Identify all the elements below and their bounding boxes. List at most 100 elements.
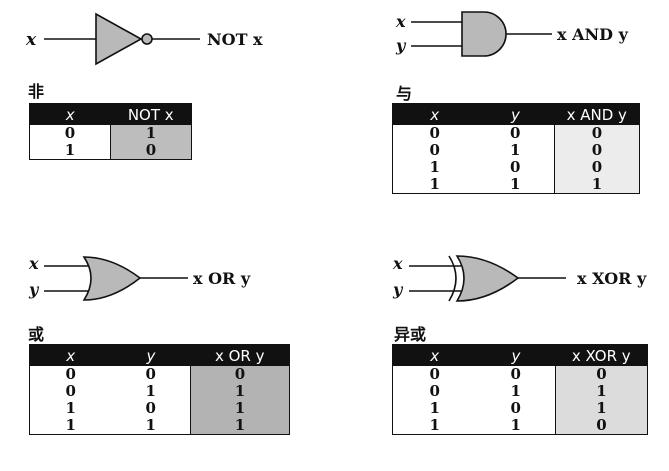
table-cell: 1 <box>65 399 76 417</box>
output-cell: 0 <box>555 417 648 435</box>
or-truth-table: x y x OR y 0 0 0 0 1 1 1 0 1 1 <box>29 344 290 435</box>
or-gate-symbol <box>82 256 142 301</box>
or-output-label: x OR y <box>193 269 251 288</box>
not-caption: 非 <box>28 82 45 101</box>
table-header-row: x y x OR y <box>29 344 290 366</box>
table-cell: 0 <box>510 365 521 383</box>
table-cell: 1 <box>429 416 440 434</box>
and-truth-table: x y x AND y 0 0 0 0 1 0 1 0 0 1 <box>392 103 640 194</box>
and-output-label: x AND y <box>557 25 629 44</box>
output-cell: 0 <box>554 142 640 159</box>
or-gate-panel: x y x OR y 或 x y x OR y 0 0 0 0 1 1 <box>0 240 330 471</box>
header-cell: y <box>476 344 556 366</box>
table-cell: 0 <box>429 365 440 383</box>
header-cell: y <box>111 344 191 366</box>
or-caption: 或 <box>28 325 45 344</box>
table-row: 0 1 1 <box>30 383 290 400</box>
table-cell: 1 <box>145 416 156 434</box>
xor-output-label: x XOR y <box>577 269 647 288</box>
or-input-y-label: y <box>28 280 40 299</box>
table-row: 1 0 1 <box>30 400 290 417</box>
not-output-label: NOT x <box>207 30 263 49</box>
table-cell: 1 <box>510 175 521 193</box>
not-gate-diagram: x NOT x <box>25 12 263 66</box>
not-gate-symbol <box>95 12 143 66</box>
header-cell: y <box>476 103 555 125</box>
and-caption: 与 <box>396 84 413 103</box>
xor-gate-panel: x y x XOR y 异或 x y x XOR y 0 0 0 0 1 <box>0 240 669 471</box>
table-row: 0 0 0 <box>30 366 290 383</box>
table-cell: 0 <box>145 365 156 383</box>
table-row: 0 1 1 <box>393 383 648 400</box>
xor-extra-curve <box>448 255 457 302</box>
xor-input-x-label: x <box>392 254 403 273</box>
table-header-row: x y x XOR y <box>392 344 648 366</box>
table-row: 0 0 0 <box>393 366 648 383</box>
output-cell: 1 <box>190 400 290 417</box>
table-cell: 0 <box>429 141 440 159</box>
table-cell: 0 <box>429 124 440 142</box>
header-cell: x <box>29 344 112 366</box>
table-cell: 0 <box>510 399 521 417</box>
table-cell: 1 <box>510 382 521 400</box>
not-input-label: x <box>25 30 37 50</box>
not-truth-table: x NOT x 0 1 1 0 <box>29 103 192 160</box>
table-cell: 0 <box>65 382 76 400</box>
output-cell: 1 <box>190 417 290 435</box>
table-row: 0 1 <box>30 125 192 142</box>
and-gate-diagram: x y x AND y <box>395 11 629 57</box>
output-cell: 1 <box>110 125 192 142</box>
output-cell: 1 <box>554 176 640 194</box>
header-cell: x <box>29 103 111 125</box>
header-cell: x OR y <box>190 344 290 366</box>
table-row: 1 0 1 <box>393 400 648 417</box>
table-cell: 0 <box>510 124 521 142</box>
and-gate-panel: x y x AND y 与 x y x AND y 0 0 0 0 1 0 <box>0 0 669 230</box>
table-cell: 0 <box>429 382 440 400</box>
table-cell: 1 <box>429 175 440 193</box>
table-cell: 1 <box>510 141 521 159</box>
and-input-y-label: y <box>395 36 407 55</box>
xor-gate-symbol <box>455 255 520 302</box>
table-cell: 0 <box>64 124 76 142</box>
or-input-x-label: x <box>28 254 39 273</box>
or-gate-diagram: x y x OR y <box>28 254 251 301</box>
output-cell: 1 <box>555 400 648 417</box>
output-cell: 0 <box>554 159 640 176</box>
table-row: 1 0 <box>30 142 192 160</box>
table-cell: 1 <box>510 416 521 434</box>
not-gate-panel: x NOT x 非 x NOT x 0 1 1 0 <box>0 0 330 200</box>
xor-input-y-label: y <box>392 280 404 299</box>
table-cell: 0 <box>510 158 521 176</box>
table-cell: 1 <box>429 158 440 176</box>
output-cell: 0 <box>554 125 640 142</box>
table-header-row: x NOT x <box>29 103 192 125</box>
output-cell: 0 <box>190 366 290 383</box>
header-cell: NOT x <box>110 103 192 125</box>
table-row: 1 0 0 <box>393 159 640 176</box>
header-cell: x <box>392 103 477 125</box>
table-cell: 0 <box>65 365 76 383</box>
and-input-x-label: x <box>395 12 406 31</box>
table-cell: 1 <box>145 382 156 400</box>
table-cell: 0 <box>145 399 156 417</box>
table-cell: 1 <box>429 399 440 417</box>
and-gate-symbol <box>461 11 507 57</box>
table-row: 1 1 0 <box>393 417 648 435</box>
output-cell: 0 <box>110 142 192 160</box>
header-cell: x <box>392 344 477 366</box>
xor-gate-diagram: x y x XOR y <box>392 254 647 302</box>
table-row: 0 1 0 <box>393 142 640 159</box>
header-cell: x AND y <box>554 103 640 125</box>
table-row: 0 0 0 <box>393 125 640 142</box>
table-cell: 1 <box>65 416 76 434</box>
header-cell: x XOR y <box>555 344 648 366</box>
output-cell: 0 <box>555 366 648 383</box>
table-row: 1 1 1 <box>30 417 290 435</box>
xor-truth-table: x y x XOR y 0 0 0 0 1 1 1 0 1 1 <box>392 344 648 435</box>
table-row: 1 1 1 <box>393 176 640 194</box>
output-cell: 1 <box>190 383 290 400</box>
table-cell: 1 <box>64 141 76 159</box>
output-cell: 1 <box>555 383 648 400</box>
xor-caption: 异或 <box>394 325 427 344</box>
